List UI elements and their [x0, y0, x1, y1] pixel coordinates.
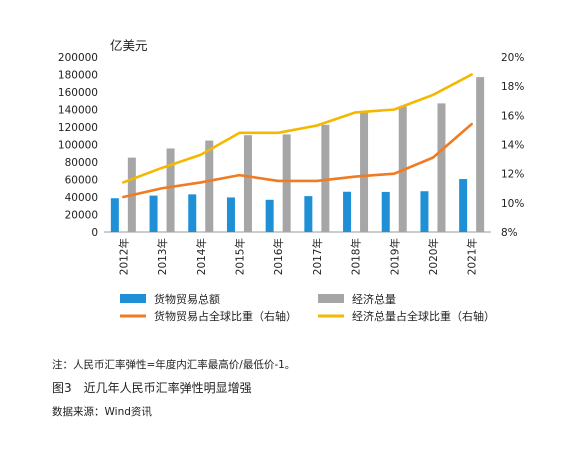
bar	[304, 196, 313, 232]
line-series	[122, 73, 473, 199]
y-right-tick-label: 14%	[501, 140, 524, 152]
x-tick-label: 2017年	[311, 238, 324, 275]
right-axis: 8% 10% 12% 14% 16% 18% 20%	[501, 52, 524, 239]
legend-label: 经济总量	[352, 292, 396, 306]
bar	[420, 191, 429, 232]
bar	[110, 198, 119, 232]
bar	[282, 134, 291, 232]
left-axis: 0 20000 40000 60000 80000 100000 120000 140000 1…	[58, 52, 98, 239]
bar	[437, 103, 446, 232]
bar-series	[110, 77, 485, 232]
legend-label: 货物贸易总额	[154, 292, 220, 306]
y-right-tick-label: 20%	[501, 52, 524, 64]
y-right-tick-label: 16%	[501, 110, 524, 122]
bar	[243, 135, 252, 232]
y-left-tick-label: 80000	[65, 157, 98, 169]
series-line	[122, 73, 473, 184]
y-left-tick-label: 140000	[58, 105, 98, 117]
unit-label: 亿美元	[110, 38, 148, 53]
footnote: 注：人民币汇率弹性=年度内汇率最高价/最低价-1。	[52, 359, 296, 371]
x-tick-label: 2021年	[466, 238, 479, 275]
bar	[360, 111, 369, 232]
series-line	[122, 122, 473, 199]
bar	[226, 197, 235, 232]
bar	[205, 140, 214, 232]
x-tick-label: 2013年	[156, 238, 169, 275]
x-axis: 2012年 2013年 2014年 2015年 2016年 2017年 2018年 2019年…	[117, 238, 478, 275]
y-left-tick-label: 200000	[58, 52, 98, 64]
y-left-tick-label: 60000	[65, 175, 98, 187]
combo-chart: 亿美元 0 20000 40000 60000 80000 100000 120000 140…	[58, 38, 524, 323]
bar	[381, 191, 390, 232]
y-left-tick-label: 160000	[58, 87, 98, 99]
bar	[188, 194, 197, 232]
y-left-tick-label: 180000	[58, 70, 98, 82]
x-tick-label: 2020年	[427, 238, 440, 275]
legend-label: 货物贸易占全球比重（右轴）	[154, 309, 297, 323]
y-left-tick-label: 0	[91, 227, 98, 239]
y-right-tick-label: 8%	[501, 227, 518, 239]
y-right-tick-label: 12%	[501, 169, 524, 181]
x-tick-label: 2018年	[350, 238, 363, 275]
y-right-tick-label: 18%	[501, 81, 524, 93]
y-right-tick-label: 10%	[501, 198, 524, 210]
legend-swatch	[318, 294, 344, 303]
y-left-tick-label: 120000	[58, 122, 98, 134]
legend-swatch	[120, 294, 146, 303]
bar	[265, 199, 274, 232]
y-left-tick-label: 40000	[65, 192, 98, 204]
x-tick-label: 2015年	[233, 238, 246, 275]
x-tick-label: 2014年	[195, 238, 208, 275]
y-left-tick-label: 100000	[58, 140, 98, 152]
y-left-tick-label: 20000	[65, 210, 98, 222]
bar	[321, 124, 330, 232]
legend-label: 经济总量占全球比重（右轴）	[352, 309, 495, 323]
bar	[149, 195, 158, 232]
bar	[476, 77, 485, 232]
bar	[166, 148, 175, 232]
data-source: 数据来源：Wind资讯	[52, 406, 152, 418]
x-tick-label: 2012年	[117, 238, 130, 275]
bar	[459, 179, 468, 232]
x-tick-label: 2019年	[388, 238, 401, 275]
figure-caption: 图3 近几年人民币汇率弹性明显增强	[52, 381, 252, 395]
bar	[343, 191, 352, 232]
x-tick-label: 2016年	[272, 238, 285, 275]
